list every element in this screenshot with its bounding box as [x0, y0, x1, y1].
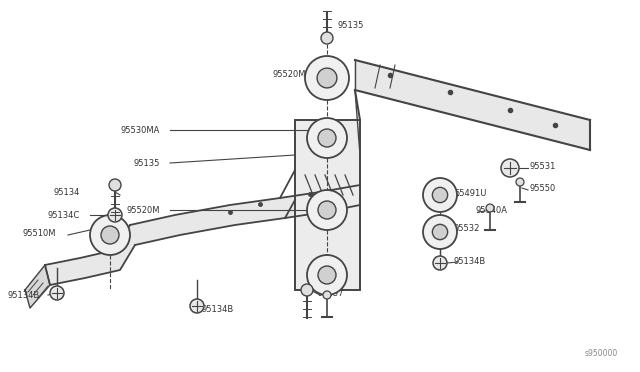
Circle shape [318, 266, 336, 284]
Text: 95550: 95550 [530, 183, 556, 192]
Polygon shape [45, 225, 135, 285]
Text: 95532: 95532 [454, 224, 481, 232]
Circle shape [307, 255, 347, 295]
Text: 95510M: 95510M [22, 228, 56, 237]
Polygon shape [130, 185, 360, 245]
Text: 95137: 95137 [318, 289, 344, 298]
Circle shape [321, 32, 333, 44]
Circle shape [318, 129, 336, 147]
Text: 95135: 95135 [134, 158, 160, 167]
Circle shape [307, 118, 347, 158]
Circle shape [323, 291, 331, 299]
Text: 95530MA: 95530MA [120, 125, 160, 135]
Circle shape [516, 178, 524, 186]
Circle shape [433, 256, 447, 270]
Text: 95520M: 95520M [127, 205, 160, 215]
Circle shape [50, 286, 64, 300]
Bar [295, 120, 360, 290]
Text: 95134: 95134 [54, 187, 80, 196]
Circle shape [301, 284, 313, 296]
Text: 95134B: 95134B [454, 257, 486, 266]
Text: 95520MA: 95520MA [273, 70, 312, 78]
Circle shape [433, 224, 447, 240]
Text: 95135: 95135 [338, 20, 364, 29]
Text: 95134B: 95134B [8, 291, 40, 299]
Text: 95531: 95531 [530, 161, 556, 170]
Circle shape [423, 178, 457, 212]
Circle shape [423, 215, 457, 249]
Text: 95140A: 95140A [476, 205, 508, 215]
Circle shape [486, 204, 494, 212]
Text: s950000: s950000 [585, 349, 618, 358]
Circle shape [108, 208, 122, 222]
Polygon shape [25, 265, 50, 308]
Circle shape [109, 179, 121, 191]
Circle shape [318, 201, 336, 219]
Text: 95134C: 95134C [48, 211, 80, 219]
Circle shape [101, 226, 119, 244]
Circle shape [317, 68, 337, 88]
Circle shape [190, 299, 204, 313]
Circle shape [433, 187, 447, 203]
Circle shape [90, 215, 130, 255]
Circle shape [501, 159, 519, 177]
Polygon shape [355, 60, 590, 150]
Circle shape [307, 190, 347, 230]
Text: 55491U: 55491U [454, 189, 486, 198]
Circle shape [305, 56, 349, 100]
Text: 95134B: 95134B [202, 305, 234, 314]
